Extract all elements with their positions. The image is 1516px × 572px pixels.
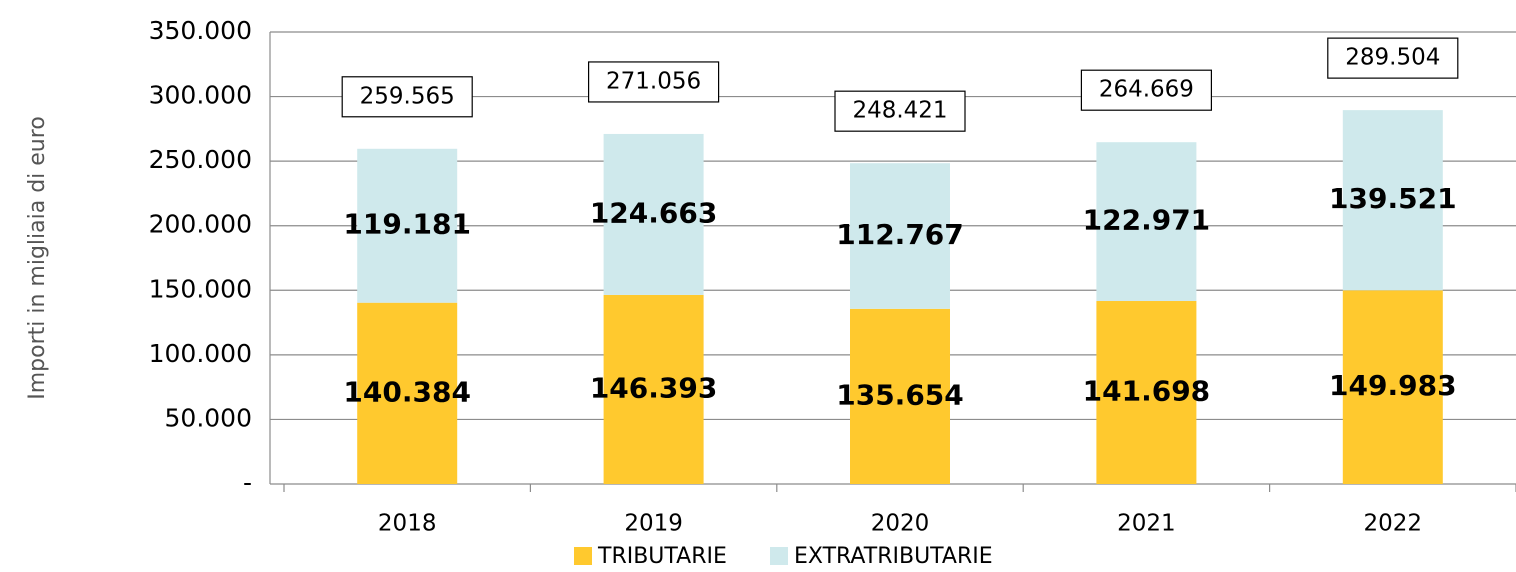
legend-label: TRIBUTARIE (597, 544, 727, 569)
x-tick-label: 2021 (1117, 511, 1176, 537)
total-box (1327, 37, 1459, 79)
data-label: 141.698 (1083, 375, 1211, 408)
data-label: 149.983 (1329, 369, 1457, 402)
y-tick-label: 300.000 (149, 81, 252, 110)
x-tick-label: 2022 (1364, 511, 1423, 537)
total-label: 264.669 (1099, 77, 1194, 103)
data-label: 139.521 (1329, 182, 1457, 215)
data-label: 135.654 (836, 378, 964, 411)
bar-segment (357, 148, 458, 303)
legend-label: EXTRATRIBUTARIE (794, 544, 993, 569)
bar-segment (1342, 290, 1443, 484)
total-label: 289.504 (1345, 45, 1440, 71)
data-label: 122.971 (1083, 204, 1211, 237)
total-box (1080, 69, 1213, 111)
x-tick-label: 2020 (871, 511, 930, 537)
total-label: 259.565 (360, 83, 455, 109)
bar-segment (850, 308, 950, 484)
data-label: 146.393 (590, 371, 718, 404)
total-label: 271.056 (606, 68, 701, 94)
bar-segment (357, 302, 458, 484)
y-tick-label: 100.000 (149, 339, 252, 368)
y-tick-label: 50.000 (165, 403, 252, 432)
data-label: 112.767 (836, 218, 964, 251)
total-label: 248.421 (852, 98, 947, 124)
x-tick-label: 2018 (378, 511, 437, 537)
total-box (587, 61, 720, 103)
data-label: 140.384 (343, 375, 471, 408)
total-box (341, 76, 473, 118)
total-box (834, 90, 966, 132)
y-tick-label: 200.000 (149, 210, 252, 239)
legend-swatch (770, 547, 788, 565)
y-tick-label: - (243, 468, 252, 497)
data-label: 119.181 (343, 208, 471, 241)
bar-segment (850, 163, 950, 309)
y-tick-label: 150.000 (149, 274, 252, 303)
legend-swatch (574, 547, 592, 565)
y-tick-label: 250.000 (149, 145, 252, 174)
bar-segment (603, 133, 704, 295)
x-tick-label: 2019 (624, 511, 683, 537)
bar-segment (1342, 110, 1443, 291)
data-label: 124.663 (590, 196, 718, 229)
bar-segment (603, 294, 704, 484)
y-axis-label: Importi in migliaia di euro (25, 116, 50, 400)
bar-segment (1096, 142, 1197, 302)
y-tick-label: 350.000 (149, 16, 252, 45)
bar-segment (1096, 301, 1197, 484)
